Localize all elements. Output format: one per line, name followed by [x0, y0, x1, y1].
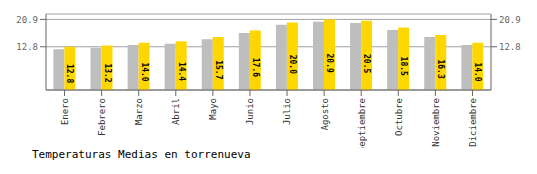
svg-text:12.8: 12.8	[16, 42, 38, 52]
svg-text:14.0: 14.0	[473, 62, 482, 81]
svg-text:Diciembre: Diciembre	[468, 98, 478, 147]
svg-text:16.3: 16.3	[436, 59, 445, 78]
svg-text:Marzo: Marzo	[134, 98, 144, 125]
svg-text:Agosto: Agosto	[320, 98, 330, 131]
svg-text:Febrero: Febrero	[97, 98, 107, 136]
svg-text:Septiembre: Septiembre	[357, 98, 367, 148]
svg-text:18.5: 18.5	[399, 57, 408, 76]
svg-text:20.9: 20.9	[16, 15, 38, 25]
html-text:Temperaturas Medias en torrenu: Temperaturas Medias en torrenueva	[32, 148, 251, 161]
svg-text:15.7: 15.7	[214, 60, 223, 79]
svg-text:13.2: 13.2	[103, 63, 112, 82]
svg-text:17.6: 17.6	[251, 58, 260, 77]
svg-text:20.5: 20.5	[362, 54, 371, 73]
svg-text:20.0: 20.0	[288, 55, 297, 74]
svg-text:Noviembre: Noviembre	[431, 98, 441, 147]
svg-text:12.8: 12.8	[499, 42, 521, 52]
svg-text:Abril: Abril	[171, 98, 181, 125]
svg-text:14.0: 14.0	[140, 62, 149, 81]
svg-text:Julio: Julio	[282, 98, 292, 125]
svg-text:14.4: 14.4	[177, 62, 186, 81]
svg-text:Enero: Enero	[60, 98, 70, 125]
svg-text:Junio: Junio	[245, 98, 255, 125]
svg-text:Octubre: Octubre	[394, 98, 404, 136]
svg-text:20.9: 20.9	[499, 15, 521, 25]
svg-text:20.9: 20.9	[325, 54, 334, 73]
svg-text:12.8: 12.8	[65, 64, 74, 83]
svg-text:Mayo: Mayo	[208, 98, 218, 120]
